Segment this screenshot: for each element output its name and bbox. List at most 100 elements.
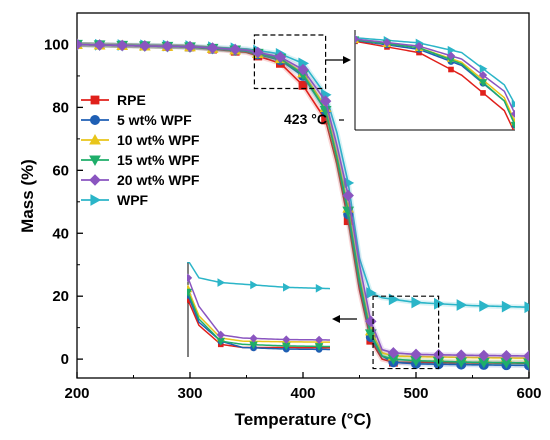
legend-label: 5 wt% WPF — [117, 112, 192, 128]
series-layer — [77, 38, 529, 371]
data-point — [478, 79, 488, 87]
data-point — [274, 51, 287, 63]
data-point — [90, 194, 102, 206]
data-point — [523, 358, 529, 369]
data-point — [510, 109, 515, 119]
data-point — [187, 262, 190, 264]
data-point — [410, 348, 422, 361]
y-tick-label: 20 — [52, 288, 69, 305]
data-point — [342, 189, 354, 202]
data-point — [479, 64, 488, 73]
x-tick-label: 200 — [64, 385, 89, 402]
legend-label: 15 wt% WPF — [117, 152, 200, 168]
data-point — [364, 329, 377, 340]
data-point — [283, 283, 291, 292]
inset-series-line — [187, 288, 331, 343]
legend-label: 20 wt% WPF — [117, 172, 200, 188]
data-point — [93, 39, 106, 51]
data-point — [206, 42, 219, 54]
x-tick-label: 500 — [403, 385, 428, 402]
inset-series — [187, 262, 331, 353]
inset-lower-zoom — [187, 262, 331, 357]
x-tick-label: 600 — [516, 385, 541, 402]
zoom-boxes — [253, 34, 440, 370]
legend-item: 5 wt% WPF — [81, 112, 192, 128]
y-axis-title: Mass (%) — [18, 159, 37, 233]
zoom-arrowhead-upper — [343, 56, 351, 64]
legend-item: 20 wt% WPF — [81, 172, 200, 188]
data-point — [501, 300, 513, 313]
data-point — [315, 284, 324, 293]
y-tick-label: 80 — [52, 99, 69, 116]
data-point — [282, 335, 291, 344]
data-point — [216, 330, 225, 339]
legend-label: RPE — [117, 92, 146, 108]
y-tick-label: 40 — [52, 225, 69, 242]
data-point — [500, 349, 513, 362]
data-point — [250, 280, 258, 290]
data-point — [456, 299, 468, 311]
x-axis-title: Temperature (°C) — [235, 410, 372, 429]
data-point — [77, 38, 83, 51]
data-point — [89, 155, 101, 167]
inset-series-line — [187, 299, 331, 349]
data-point — [455, 349, 467, 361]
data-point — [382, 38, 392, 47]
y-tick-label: 0 — [61, 351, 69, 368]
legend-item: 15 wt% WPF — [81, 152, 200, 168]
data-point — [414, 41, 424, 51]
data-point — [187, 273, 193, 282]
data-point — [319, 95, 332, 107]
data-point — [448, 66, 454, 73]
inset-series-line — [355, 38, 515, 115]
data-point — [90, 95, 100, 105]
data-point — [314, 335, 324, 345]
data-point — [478, 70, 488, 80]
data-point — [387, 347, 400, 359]
zoom-box-upper — [253, 34, 327, 90]
data-point — [411, 296, 423, 309]
data-point — [249, 334, 258, 343]
data-point — [217, 278, 226, 287]
inset-series-line — [355, 38, 515, 126]
annotation-layer: 423 °C — [284, 111, 344, 127]
data-point — [89, 133, 101, 145]
data-point — [480, 90, 486, 96]
inset-series-line — [188, 262, 331, 290]
data-point — [523, 350, 529, 362]
data-point — [479, 300, 490, 312]
inset-series-line — [355, 40, 515, 130]
data-point — [139, 40, 151, 52]
zoom-arrowhead-lower — [332, 315, 340, 323]
data-point — [90, 115, 101, 126]
data-point — [524, 301, 529, 314]
legend-label: 10 wt% WPF — [117, 132, 200, 148]
inset-series-line — [187, 277, 331, 341]
data-point — [184, 40, 196, 53]
data-point — [89, 174, 101, 186]
inset-series-line — [187, 294, 331, 351]
x-tick-label: 400 — [290, 385, 315, 402]
legend-label: WPF — [117, 192, 149, 208]
data-point — [511, 99, 515, 109]
y-tick-label: 60 — [52, 162, 69, 179]
data-point — [366, 287, 377, 299]
data-point — [510, 121, 515, 130]
series-4 — [77, 38, 529, 362]
inset-upper-zoom — [354, 30, 518, 136]
inset-series — [355, 34, 518, 136]
legend-item: RPE — [81, 92, 146, 108]
legend: RPE 5 wt% WPF 10 wt% WPF 15 wt% WPF 20 wt% W… — [81, 92, 200, 208]
data-point — [513, 131, 518, 136]
legend-item: WPF — [81, 192, 149, 208]
inset-series-line — [355, 36, 515, 105]
zoom-box-lower — [372, 295, 440, 370]
x-axis: 200 300 400 500 600 — [64, 372, 542, 402]
y-tick-label: 100 — [44, 36, 69, 53]
data-point — [116, 39, 128, 52]
data-point — [187, 288, 193, 297]
data-point — [446, 51, 456, 60]
inset-series-line — [187, 291, 331, 348]
data-point — [229, 43, 241, 56]
